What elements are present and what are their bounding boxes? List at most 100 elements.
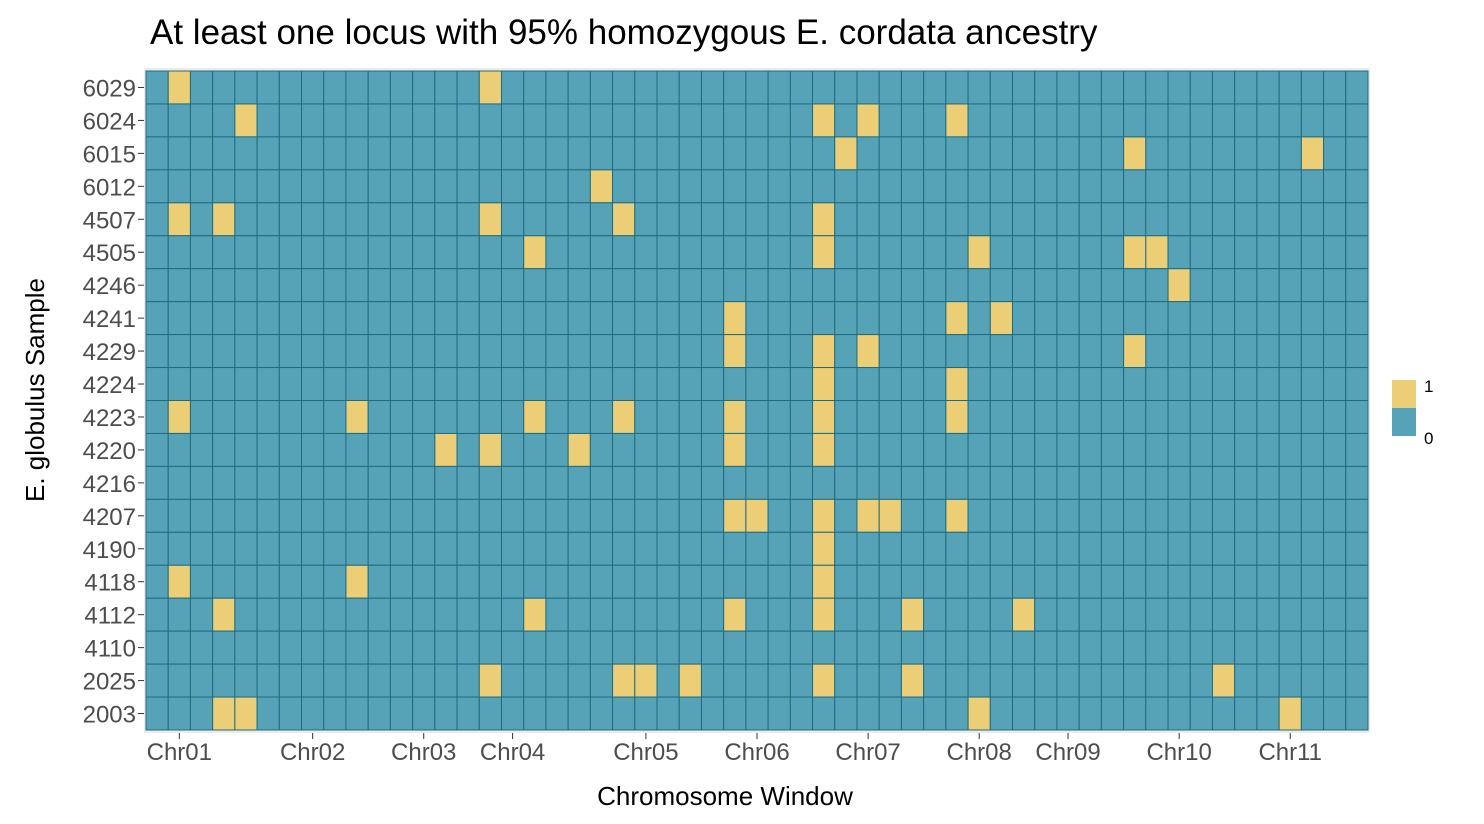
heatmap-cell — [256, 367, 280, 401]
heatmap-cell — [567, 103, 591, 138]
heatmap-cell — [789, 334, 814, 369]
heatmap-cell — [1211, 432, 1236, 467]
heatmap-cell — [678, 465, 702, 500]
heatmap-cell — [412, 564, 436, 599]
heatmap-cell — [167, 531, 191, 566]
heatmap-cell — [478, 597, 502, 632]
heatmap-cell — [1189, 136, 1213, 171]
heatmap-cell — [1078, 367, 1102, 401]
heatmap-cell — [189, 696, 214, 731]
heatmap-cell — [434, 169, 458, 204]
heatmap-cell — [1300, 564, 1325, 599]
heatmap-cell — [1078, 169, 1102, 204]
heatmap-cell — [678, 531, 702, 566]
heatmap-cell — [301, 136, 325, 171]
heatmap-cell — [478, 432, 502, 467]
heatmap-cell — [301, 663, 325, 698]
heatmap-cell — [678, 400, 702, 434]
heatmap-cell — [745, 103, 769, 138]
heatmap-cell — [878, 630, 902, 665]
heatmap-cell — [189, 630, 214, 665]
heatmap-cell — [500, 235, 525, 270]
heatmap-cell — [989, 465, 1014, 500]
heatmap-cell — [434, 564, 458, 599]
heatmap-cell — [478, 202, 502, 237]
heatmap-cell — [634, 465, 658, 500]
heatmap-cell — [389, 663, 414, 698]
heatmap-cell — [900, 498, 925, 533]
heatmap-cell — [834, 465, 858, 500]
heatmap-cell — [1034, 663, 1058, 698]
heatmap-cell — [612, 531, 636, 566]
heatmap-cell — [1211, 564, 1236, 599]
heatmap-cell — [389, 564, 414, 599]
heatmap-cell — [278, 202, 303, 237]
heatmap-cell — [1278, 597, 1302, 632]
heatmap-cell — [212, 465, 236, 500]
heatmap-cell — [1100, 663, 1125, 698]
heatmap-cell — [945, 367, 969, 401]
heatmap-cell — [1078, 498, 1102, 533]
heatmap-cell — [1234, 103, 1258, 138]
heatmap-cell — [189, 334, 214, 369]
heatmap-cell — [1167, 498, 1191, 533]
heatmap-cell — [900, 564, 925, 599]
heatmap-cell — [1234, 400, 1258, 434]
heatmap-cell — [834, 597, 858, 632]
heatmap-cell — [700, 400, 725, 434]
heatmap-cell — [767, 334, 791, 369]
heatmap-cell — [834, 498, 858, 533]
heatmap-cell — [1034, 696, 1058, 731]
heatmap-cell — [456, 268, 480, 303]
heatmap-cell — [945, 136, 969, 171]
heatmap-cell — [323, 103, 347, 138]
heatmap-cell — [989, 696, 1014, 731]
heatmap-cell — [256, 169, 280, 204]
heatmap-cell — [212, 103, 236, 138]
heatmap-cell — [567, 301, 591, 336]
heatmap-cell — [478, 70, 502, 105]
heatmap-cell — [945, 301, 969, 336]
heatmap-cell — [967, 334, 991, 369]
heatmap-cell — [323, 531, 347, 566]
heatmap-cell — [1300, 630, 1325, 665]
heatmap-cell — [1145, 70, 1169, 105]
heatmap-cell — [1345, 696, 1369, 731]
heatmap-cell — [1300, 268, 1325, 303]
heatmap-cell — [634, 663, 658, 698]
heatmap-cell — [923, 202, 947, 237]
heatmap-cell — [523, 432, 547, 467]
heatmap-cell — [189, 103, 214, 138]
heatmap-cell — [1211, 663, 1236, 698]
heatmap-cell — [900, 531, 925, 566]
heatmap-cell — [589, 663, 614, 698]
heatmap-cell — [723, 531, 747, 566]
heatmap-cell — [745, 235, 769, 270]
heatmap-cell — [1123, 432, 1147, 467]
heatmap-cell — [212, 531, 236, 566]
y-tick-label: 4507 — [83, 207, 136, 234]
heatmap-cell — [301, 367, 325, 401]
heatmap-cell — [967, 400, 991, 434]
heatmap-cell — [456, 301, 480, 336]
heatmap-cell — [523, 367, 547, 401]
heatmap-cell — [500, 334, 525, 369]
y-tick-label: 6024 — [83, 108, 136, 135]
heatmap-cell — [989, 498, 1014, 533]
heatmap-cell — [1078, 202, 1102, 237]
heatmap-cell — [678, 334, 702, 369]
heatmap-cell — [789, 630, 814, 665]
heatmap-cell — [1167, 202, 1191, 237]
heatmap-cell — [145, 334, 169, 369]
heatmap-cell — [323, 301, 347, 336]
heatmap-cell — [700, 630, 725, 665]
heatmap-cell — [678, 202, 702, 237]
heatmap-cell — [589, 202, 614, 237]
heatmap-cell — [367, 432, 391, 467]
heatmap-cell — [478, 136, 502, 171]
heatmap-cell — [945, 334, 969, 369]
heatmap-cell — [345, 531, 369, 566]
heatmap-cell — [189, 465, 214, 500]
heatmap-cell — [967, 696, 991, 731]
heatmap-cell — [789, 432, 814, 467]
